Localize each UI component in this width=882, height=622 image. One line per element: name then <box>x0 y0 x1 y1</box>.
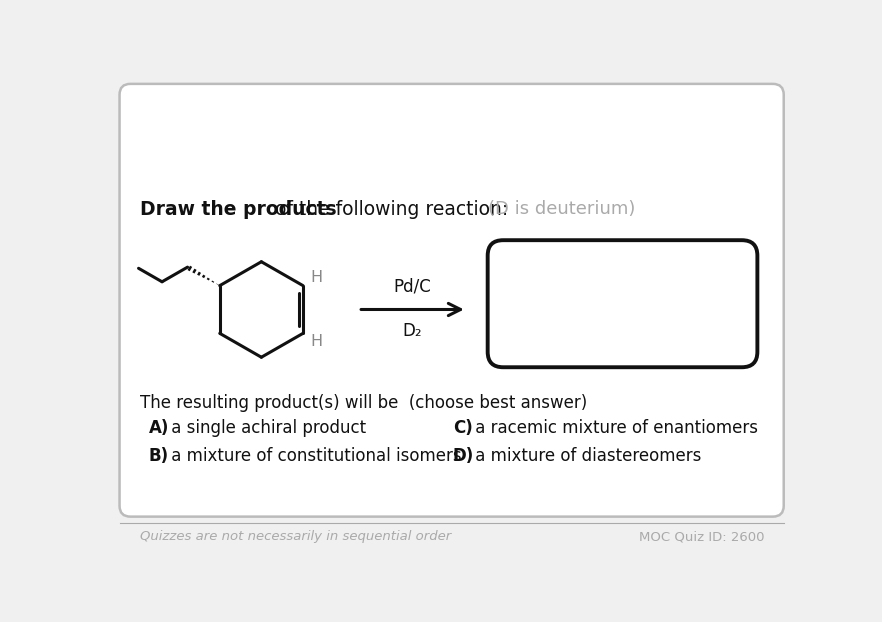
FancyBboxPatch shape <box>120 84 784 517</box>
Text: Pd/C: Pd/C <box>393 277 431 295</box>
Text: D): D) <box>452 447 474 465</box>
Text: A): A) <box>149 419 169 437</box>
Text: D₂: D₂ <box>403 322 422 340</box>
Text: a single achiral product: a single achiral product <box>166 419 366 437</box>
Text: of the following reaction:: of the following reaction: <box>269 200 508 219</box>
Text: a mixture of diastereomers: a mixture of diastereomers <box>470 447 701 465</box>
Text: Draw the products: Draw the products <box>139 200 336 219</box>
Text: a mixture of constitutional isomers: a mixture of constitutional isomers <box>166 447 461 465</box>
Text: H: H <box>310 333 322 348</box>
Text: (D is deuterium): (D is deuterium) <box>489 200 636 218</box>
Text: B): B) <box>149 447 169 465</box>
FancyBboxPatch shape <box>488 240 758 367</box>
Text: Quizzes are not necessarily in sequential order: Quizzes are not necessarily in sequentia… <box>139 531 451 544</box>
Text: C): C) <box>452 419 473 437</box>
Text: The resulting product(s) will be  (choose best answer): The resulting product(s) will be (choose… <box>139 394 587 412</box>
Text: a racemic mixture of enantiomers: a racemic mixture of enantiomers <box>470 419 758 437</box>
Text: H: H <box>310 271 322 285</box>
Text: MOC Quiz ID: 2600: MOC Quiz ID: 2600 <box>639 531 765 544</box>
